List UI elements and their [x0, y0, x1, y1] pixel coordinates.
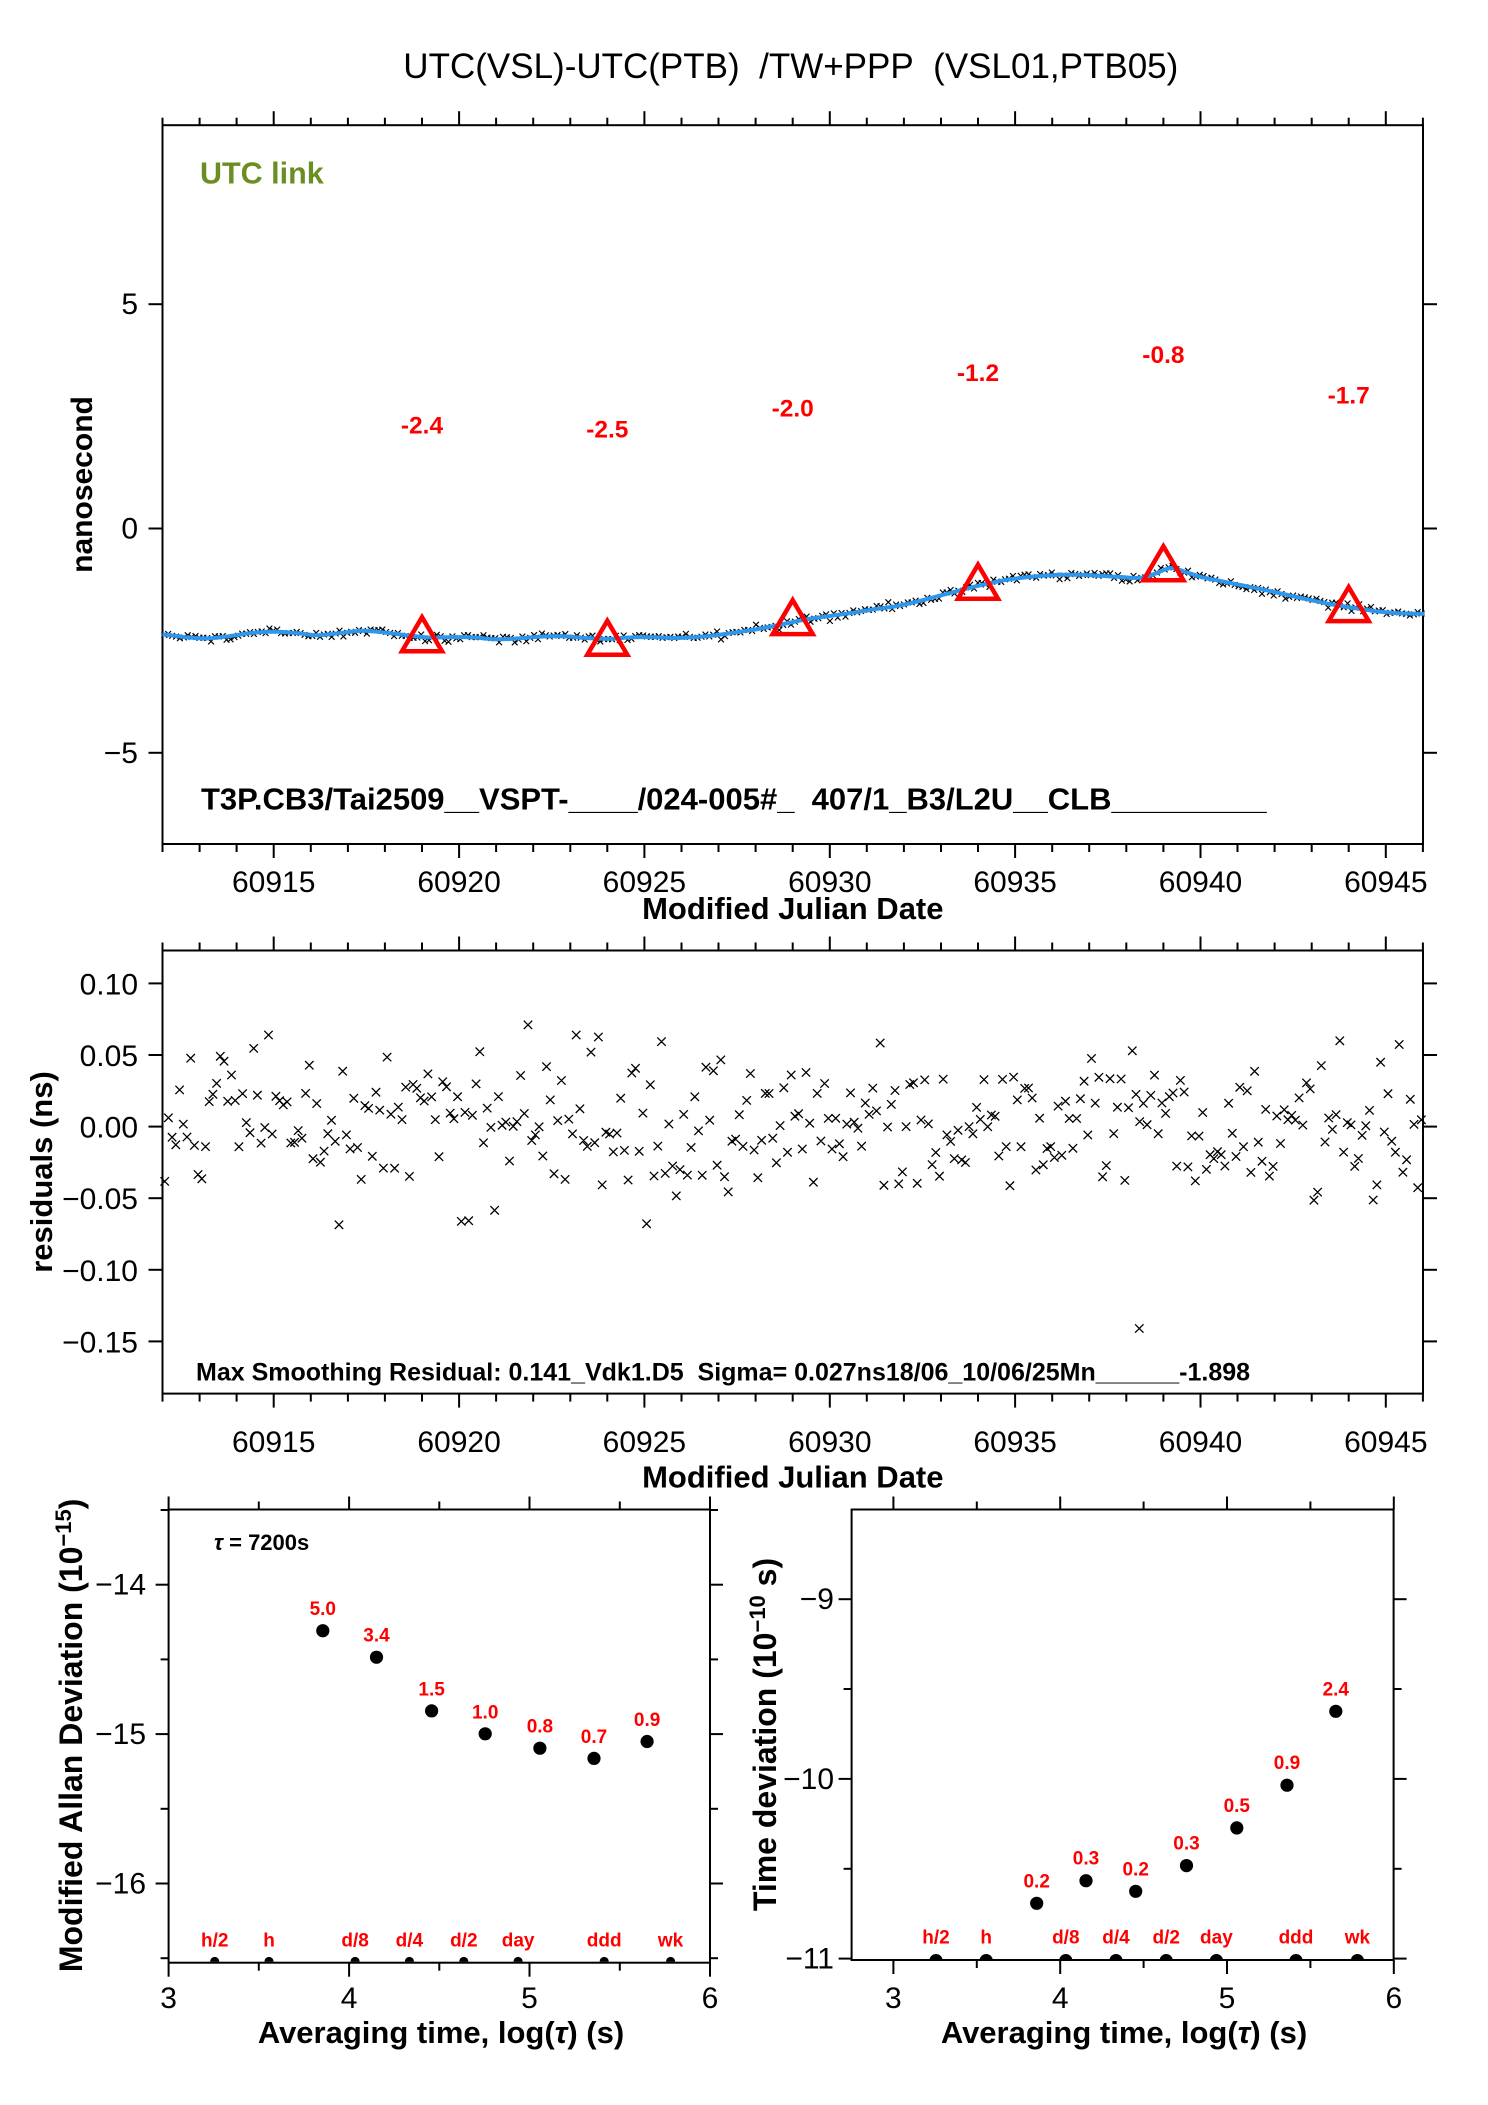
svg-text:6: 6 — [702, 1982, 719, 2015]
svg-text:6: 6 — [1385, 1982, 1402, 2015]
svg-text:−11: −11 — [785, 1943, 834, 1976]
svg-text:h: h — [263, 1930, 275, 1951]
svg-text:h/2: h/2 — [922, 1927, 949, 1948]
svg-text:Averaging time, log(τ) (s): Averaging time, log(τ) (s) — [941, 2015, 1307, 2050]
svg-text:0.00: 0.00 — [80, 1112, 138, 1145]
svg-text:60920: 60920 — [417, 1426, 500, 1459]
svg-text:h/2: h/2 — [201, 1930, 228, 1951]
svg-text:day: day — [1200, 1927, 1233, 1948]
svg-text:-2.0: -2.0 — [772, 396, 814, 423]
svg-text:-1.2: -1.2 — [957, 360, 999, 387]
svg-text:d/2: d/2 — [450, 1930, 477, 1951]
svg-text:0.2: 0.2 — [1122, 1859, 1148, 1880]
svg-text:d/4: d/4 — [396, 1930, 424, 1951]
svg-text:UTC(VSL)-UTC(PTB) /TW+PPP (V: UTC(VSL)-UTC(PTB) /TW+PPP (VSL01,PTB05) — [403, 47, 1178, 86]
svg-text:5: 5 — [521, 1982, 538, 2015]
svg-text:60915: 60915 — [232, 866, 315, 899]
svg-text:nanosecond: nanosecond — [66, 396, 99, 573]
svg-text:T3P.CB3/Tai2509__VSPT-____/024: T3P.CB3/Tai2509__VSPT-____/024-005#_ 407… — [201, 781, 1267, 816]
svg-text:wk: wk — [657, 1930, 684, 1951]
svg-text:60940: 60940 — [1159, 1426, 1242, 1459]
svg-text:60935: 60935 — [973, 1426, 1056, 1459]
svg-text:60920: 60920 — [417, 866, 500, 899]
svg-text:0.9: 0.9 — [634, 1710, 660, 1731]
svg-text:60945: 60945 — [1344, 866, 1427, 899]
svg-text:4: 4 — [341, 1982, 358, 2015]
svg-text:UTC link: UTC link — [200, 157, 324, 191]
svg-text:−5: −5 — [104, 737, 138, 770]
svg-text:5: 5 — [1219, 1982, 1236, 2015]
svg-text:60940: 60940 — [1159, 866, 1242, 899]
svg-text:0.8: 0.8 — [527, 1717, 553, 1738]
svg-text:0.10: 0.10 — [80, 968, 138, 1001]
svg-text:-2.4: -2.4 — [401, 413, 444, 440]
svg-text:5: 5 — [121, 288, 138, 321]
svg-text:0: 0 — [121, 513, 138, 546]
svg-text:d/8: d/8 — [341, 1930, 368, 1951]
svg-text:60930: 60930 — [788, 866, 871, 899]
svg-text:60925: 60925 — [603, 866, 686, 899]
svg-text:Modified Julian Date: Modified Julian Date — [642, 891, 943, 926]
svg-text:-2.5: -2.5 — [586, 416, 628, 443]
svg-text:60915: 60915 — [232, 1426, 315, 1459]
svg-text:d/2: d/2 — [1152, 1927, 1179, 1948]
svg-text:0.3: 0.3 — [1173, 1834, 1199, 1855]
svg-text:−15: −15 — [95, 1718, 146, 1751]
svg-text:Modified Julian Date: Modified Julian Date — [642, 1460, 943, 1495]
svg-text:0.05: 0.05 — [80, 1040, 138, 1073]
svg-text:0.3: 0.3 — [1073, 1849, 1099, 1870]
svg-text:Modified Allan Deviation (10−1: Modified Allan Deviation (10−15) — [51, 1499, 89, 1973]
svg-text:τ = 7200s: τ = 7200s — [214, 1530, 309, 1555]
svg-text:0.7: 0.7 — [581, 1727, 607, 1748]
svg-text:Max Smoothing Residual: 0.141_: Max Smoothing Residual: 0.141_Vdk1.D5 Si… — [196, 1359, 1250, 1387]
svg-text:−0.05: −0.05 — [62, 1183, 138, 1216]
svg-text:1.0: 1.0 — [472, 1702, 498, 1723]
svg-text:−16: −16 — [95, 1868, 146, 1901]
svg-text:−14: −14 — [95, 1569, 146, 1602]
svg-text:3: 3 — [885, 1982, 902, 2015]
svg-text:3: 3 — [160, 1982, 177, 2015]
svg-text:-0.8: -0.8 — [1142, 342, 1184, 369]
svg-text:5.0: 5.0 — [310, 1599, 336, 1620]
svg-text:-1.7: -1.7 — [1328, 383, 1370, 410]
svg-text:0.9: 0.9 — [1274, 1753, 1300, 1774]
svg-text:wk: wk — [1344, 1927, 1371, 1948]
svg-text:d/8: d/8 — [1052, 1927, 1079, 1948]
svg-text:h: h — [980, 1927, 992, 1948]
svg-text:−10: −10 — [783, 1763, 834, 1796]
svg-text:0.5: 0.5 — [1224, 1796, 1251, 1817]
svg-text:residuals (ns): residuals (ns) — [24, 1071, 59, 1273]
svg-text:−0.10: −0.10 — [62, 1255, 138, 1288]
svg-text:−0.15: −0.15 — [62, 1326, 138, 1359]
svg-text:day: day — [502, 1930, 535, 1951]
svg-text:60925: 60925 — [603, 1426, 686, 1459]
svg-text:60935: 60935 — [973, 866, 1056, 899]
svg-text:0.2: 0.2 — [1023, 1871, 1049, 1892]
svg-text:−9: −9 — [800, 1583, 834, 1616]
svg-text:1.5: 1.5 — [418, 1679, 445, 1700]
svg-text:Averaging time, log(τ) (s): Averaging time, log(τ) (s) — [258, 2015, 624, 2050]
svg-text:60930: 60930 — [788, 1426, 871, 1459]
svg-text:d/4: d/4 — [1102, 1927, 1130, 1948]
svg-text:ddd: ddd — [587, 1930, 622, 1951]
svg-text:Time deviation (10−10 s): Time deviation (10−10 s) — [745, 1558, 783, 1911]
svg-text:ddd: ddd — [1279, 1927, 1314, 1948]
svg-text:4: 4 — [1052, 1982, 1069, 2015]
svg-text:3.4: 3.4 — [363, 1626, 390, 1647]
svg-text:2.4: 2.4 — [1323, 1679, 1350, 1700]
svg-text:60945: 60945 — [1344, 1426, 1427, 1459]
